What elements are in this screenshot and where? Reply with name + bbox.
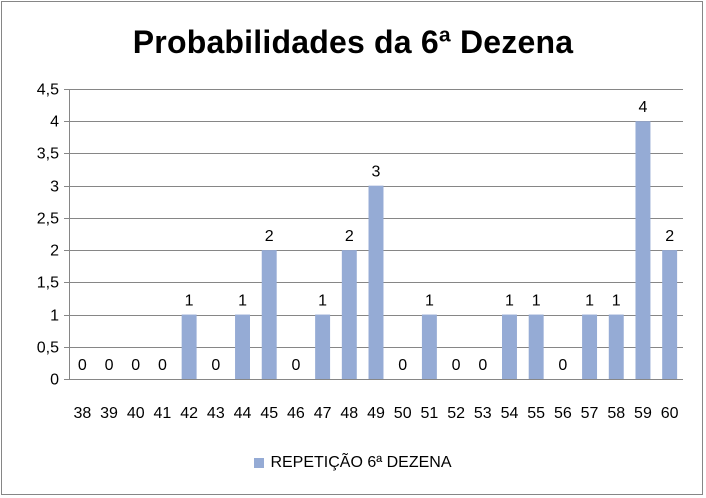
data-label: 0 bbox=[78, 357, 87, 374]
data-label: 0 bbox=[131, 357, 140, 374]
data-label: 1 bbox=[532, 293, 541, 310]
data-label: 0 bbox=[398, 357, 407, 374]
bar bbox=[368, 185, 384, 379]
data-label: 1 bbox=[238, 293, 247, 310]
data-label: 2 bbox=[345, 228, 354, 245]
legend-label: REPETIÇÃO 6ª DEZENA bbox=[270, 454, 452, 471]
bar bbox=[662, 250, 678, 379]
data-label: 0 bbox=[211, 357, 220, 374]
data-label: 0 bbox=[452, 357, 461, 374]
data-label: 2 bbox=[665, 228, 674, 245]
bar bbox=[502, 314, 517, 379]
x-tick-label: 60 bbox=[661, 405, 679, 422]
chart-title: Probabilidades da 6ª Dezena bbox=[132, 24, 574, 60]
x-tick-label: 51 bbox=[420, 405, 438, 422]
data-label: 2 bbox=[265, 228, 274, 245]
legend-swatch bbox=[254, 458, 265, 468]
bar bbox=[528, 314, 544, 379]
x-tick-label: 54 bbox=[501, 405, 519, 422]
x-tick-label: 47 bbox=[314, 405, 332, 422]
bar bbox=[315, 314, 331, 379]
x-tick-label: 55 bbox=[527, 405, 545, 422]
x-tick-label: 53 bbox=[474, 405, 492, 422]
y-tick-label: 2 bbox=[50, 243, 59, 260]
x-tick-label: 58 bbox=[607, 405, 625, 422]
data-label: 1 bbox=[612, 293, 621, 310]
x-tick-label: 44 bbox=[234, 405, 252, 422]
x-tick-label: 39 bbox=[100, 405, 118, 422]
bar bbox=[181, 314, 197, 379]
y-tick-label: 1,5 bbox=[37, 275, 59, 292]
data-label: 4 bbox=[639, 99, 648, 116]
bar bbox=[635, 121, 651, 379]
data-label: 1 bbox=[185, 293, 194, 310]
y-tick-label: 0 bbox=[50, 372, 59, 389]
data-label: 1 bbox=[505, 293, 514, 310]
y-tick-label: 0,5 bbox=[37, 340, 59, 357]
x-tick-label: 57 bbox=[581, 405, 599, 422]
x-tick-label: 45 bbox=[260, 405, 278, 422]
x-tick-label: 56 bbox=[554, 405, 572, 422]
data-label: 0 bbox=[105, 357, 114, 374]
data-label: 1 bbox=[585, 293, 594, 310]
x-tick-label: 38 bbox=[73, 405, 91, 422]
x-tick-label: 40 bbox=[127, 405, 145, 422]
x-tick-labels: 38 39 40 41 42 43 44 45 46 47 48 49 50 51 52 53 54 55 56 57… bbox=[73, 405, 678, 422]
x-tick-label: 43 bbox=[207, 405, 225, 422]
data-label: 0 bbox=[558, 357, 567, 374]
y-tick-label: 1 bbox=[50, 308, 59, 325]
bar bbox=[582, 314, 598, 379]
x-tick-label: 50 bbox=[394, 405, 412, 422]
x-tick-label: 52 bbox=[447, 405, 465, 422]
x-tick-label: 48 bbox=[340, 405, 358, 422]
bar bbox=[421, 314, 437, 379]
data-label: 3 bbox=[372, 164, 381, 181]
data-label: 0 bbox=[291, 357, 300, 374]
x-tick-label: 41 bbox=[154, 405, 172, 422]
y-tick-labels: 0 0,5 1 1,5 2 2,5 3 3,5 4 4,5 bbox=[37, 82, 59, 389]
bar bbox=[341, 250, 357, 379]
bar bbox=[261, 250, 277, 379]
y-tick-label: 3 bbox=[50, 179, 59, 196]
x-tick-label: 42 bbox=[180, 405, 198, 422]
y-tick-label: 4,5 bbox=[37, 82, 59, 99]
y-tick-label: 4 bbox=[50, 114, 59, 131]
x-tick-label: 59 bbox=[634, 405, 652, 422]
y-tick-label: 3,5 bbox=[37, 146, 59, 163]
data-label: 0 bbox=[478, 357, 487, 374]
bar bbox=[608, 314, 624, 379]
axes bbox=[64, 89, 683, 380]
bars bbox=[181, 121, 678, 379]
bar bbox=[235, 314, 250, 379]
x-tick-label: 46 bbox=[287, 405, 305, 422]
data-label: 0 bbox=[158, 357, 167, 374]
data-label: 1 bbox=[425, 293, 434, 310]
x-tick-label: 49 bbox=[367, 405, 385, 422]
data-label: 1 bbox=[318, 293, 327, 310]
legend: REPETIÇÃO 6ª DEZENA bbox=[0, 454, 706, 472]
y-tick-label: 2,5 bbox=[37, 211, 59, 228]
